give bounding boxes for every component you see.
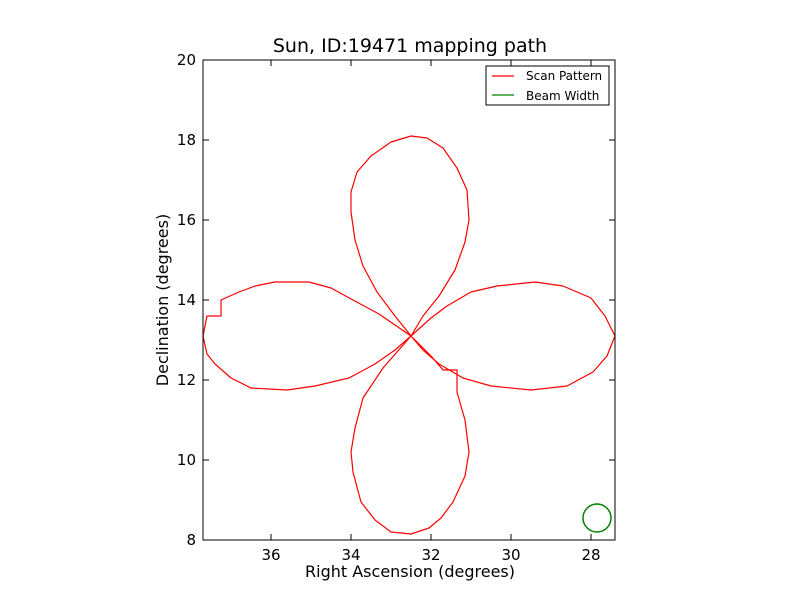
y-axis-title: Declination (degrees) [153, 214, 172, 386]
y-tick-label: 10 [177, 451, 196, 469]
legend: Scan Pattern Beam Width [485, 65, 610, 106]
chart-title: Sun, ID:19471 mapping path [273, 35, 547, 57]
x-tick-label: 34 [341, 546, 360, 564]
plot-frame [202, 59, 616, 541]
x-tick-label: 32 [421, 546, 440, 564]
y-tick-label: 20 [177, 51, 196, 69]
legend-label-scan-pattern: Scan Pattern [526, 69, 602, 83]
y-tick-label: 18 [177, 131, 196, 149]
y-tick-label: 14 [177, 291, 196, 309]
x-tick-label: 36 [261, 546, 280, 564]
x-tick-label: 28 [581, 546, 600, 564]
x-tick-label: 30 [501, 546, 520, 564]
y-tick-label: 16 [177, 211, 196, 229]
scan-pattern-line [202, 135, 616, 535]
y-tick-label: 12 [177, 371, 196, 389]
plot-lines [202, 135, 616, 535]
legend-frame [485, 65, 610, 106]
tick-group: 36 34 32 30 28 8 10 12 14 16 18 20 [177, 51, 615, 564]
legend-label-beam-width: Beam Width [526, 89, 599, 103]
x-axis-title: Right Ascension (degrees) [305, 562, 515, 581]
beam-width-circle [582, 503, 612, 533]
y-tick-label: 8 [186, 531, 196, 549]
